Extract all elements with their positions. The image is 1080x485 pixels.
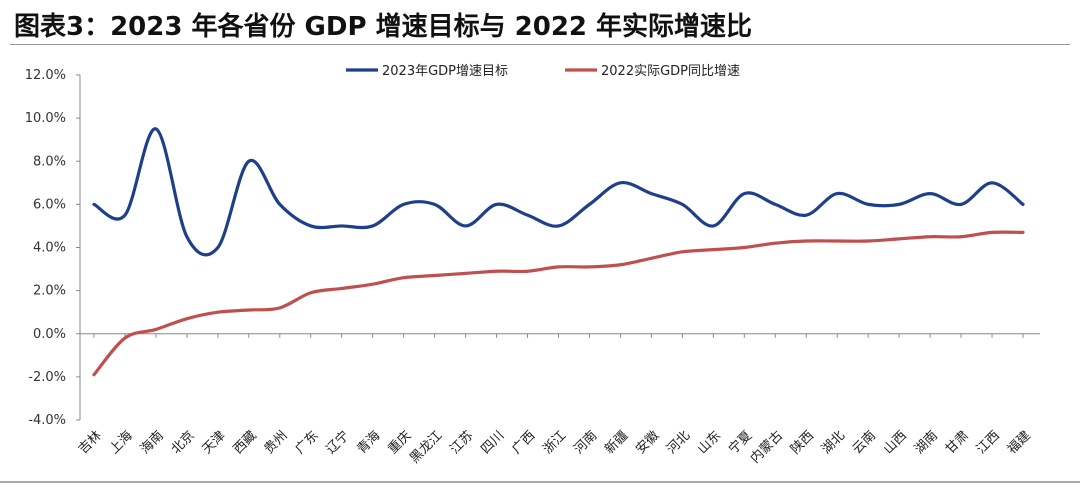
x-tick-label: 河北 (664, 428, 693, 457)
x-tick-label: 安徽 (633, 428, 662, 457)
x-tick-label: 山西 (881, 428, 910, 457)
x-tick-label: 北京 (169, 428, 198, 457)
x-tick-label: 内蒙古 (747, 428, 786, 467)
chart-title: 图表3：2023 年各省份 GDP 增速目标与 2022 年实际增速比 (14, 12, 753, 42)
series-line-2 (92, 230, 1025, 377)
y-tick-label: -2.0% (28, 370, 66, 385)
x-tick-label: 云南 (849, 428, 879, 458)
x-tick-label: 山东 (695, 428, 724, 457)
x-tick-label: 湖南 (911, 428, 941, 458)
y-tick-label: 0.0% (33, 327, 66, 342)
bottom-divider (0, 481, 1080, 483)
x-tick-label: 河南 (571, 428, 601, 458)
y-tick-label: 6.0% (33, 197, 66, 212)
y-tick-label: -4.0% (28, 413, 66, 428)
x-tick-label: 福建 (1005, 428, 1034, 457)
x-tick-label: 青海 (355, 428, 384, 457)
x-tick-label: 贵州 (262, 428, 291, 457)
x-tick-label: 四川 (478, 428, 507, 457)
x-tick-label: 广东 (293, 428, 322, 457)
x-tick-label: 江苏 (447, 428, 477, 458)
y-tick-label: 4.0% (33, 241, 66, 256)
y-tick-label: 2.0% (33, 284, 66, 299)
x-tick-label: 湖北 (819, 428, 848, 457)
x-tick-label: 上海 (107, 428, 136, 457)
y-tick-label: 8.0% (33, 154, 66, 169)
x-tick-label: 天津 (200, 428, 229, 457)
x-tick-label: 甘肃 (943, 428, 972, 457)
series-line-1 (92, 127, 1025, 257)
title-divider (10, 44, 1070, 45)
legend-label-2: 2022实际GDP同比增速 (601, 64, 740, 79)
x-tick-label: 西藏 (231, 428, 260, 457)
x-tick-label: 新疆 (602, 428, 632, 458)
x-tick-label: 辽宁 (323, 428, 353, 458)
y-tick-label: 10.0% (25, 111, 66, 126)
x-tick-label: 吉林 (76, 428, 105, 457)
x-tick-label: 广西 (509, 428, 538, 457)
x-tick-label: 陕西 (788, 428, 817, 457)
x-tick-label: 浙江 (540, 428, 569, 457)
x-tick-label: 黑龙江 (407, 428, 445, 466)
x-tick-label: 海南 (137, 428, 167, 458)
legend-label-1: 2023年GDP增速目标 (382, 64, 508, 79)
y-tick-label: 12.0% (25, 68, 66, 83)
x-tick-label: 江西 (974, 428, 1003, 457)
